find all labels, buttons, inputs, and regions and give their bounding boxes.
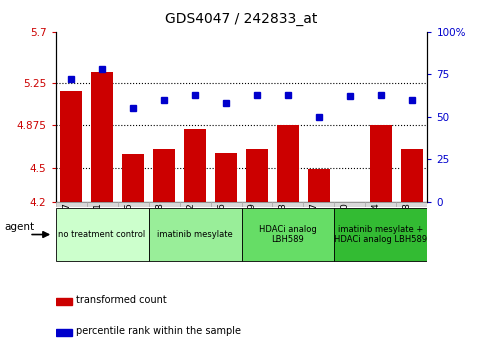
Text: GSM521997: GSM521997 (310, 202, 319, 257)
Bar (91, 72, 113, 202)
Text: GSM521995: GSM521995 (124, 202, 133, 257)
Text: GDS4047 / 242833_at: GDS4047 / 242833_at (165, 12, 318, 27)
Text: GSM521989: GSM521989 (248, 202, 257, 257)
FancyBboxPatch shape (86, 202, 117, 207)
Text: GSM521987: GSM521987 (62, 202, 71, 257)
FancyBboxPatch shape (242, 202, 272, 207)
Text: transformed count: transformed count (76, 295, 167, 305)
Text: percentile rank within the sample: percentile rank within the sample (76, 326, 242, 336)
FancyBboxPatch shape (56, 202, 86, 207)
Text: GSM521991: GSM521991 (93, 202, 102, 257)
FancyBboxPatch shape (149, 202, 180, 207)
Text: imatinib mesylate +
HDACi analog LBH589: imatinib mesylate + HDACi analog LBH589 (334, 225, 427, 244)
FancyBboxPatch shape (334, 202, 366, 207)
Bar (56, 298, 72, 305)
Text: agent: agent (5, 222, 35, 233)
Text: HDACi analog
LBH589: HDACi analog LBH589 (259, 225, 317, 244)
FancyBboxPatch shape (180, 202, 211, 207)
FancyBboxPatch shape (272, 202, 303, 207)
FancyBboxPatch shape (56, 208, 149, 261)
Text: GSM521992: GSM521992 (186, 202, 195, 257)
Bar (401, 149, 423, 202)
FancyBboxPatch shape (303, 202, 334, 207)
Bar (246, 149, 268, 202)
Text: GSM521996: GSM521996 (217, 202, 226, 257)
Bar (277, 125, 299, 202)
Text: GSM521994: GSM521994 (372, 202, 381, 257)
Bar (153, 149, 175, 202)
Text: GSM521993: GSM521993 (279, 202, 288, 257)
Bar (56, 329, 72, 336)
Bar (308, 169, 330, 202)
Text: GSM521988: GSM521988 (155, 202, 164, 257)
Bar (215, 153, 237, 202)
Text: GSM521990: GSM521990 (341, 202, 350, 257)
Text: imatinib mesylate: imatinib mesylate (157, 230, 233, 239)
Text: GSM521998: GSM521998 (403, 202, 412, 257)
Bar (60, 91, 82, 202)
Text: no treatment control: no treatment control (58, 230, 146, 239)
FancyBboxPatch shape (397, 202, 427, 207)
Bar (184, 129, 206, 202)
FancyBboxPatch shape (242, 208, 334, 261)
FancyBboxPatch shape (149, 208, 242, 261)
FancyBboxPatch shape (334, 208, 427, 261)
Bar (370, 125, 392, 202)
FancyBboxPatch shape (366, 202, 397, 207)
FancyBboxPatch shape (117, 202, 149, 207)
FancyBboxPatch shape (211, 202, 242, 207)
Bar (122, 154, 144, 202)
